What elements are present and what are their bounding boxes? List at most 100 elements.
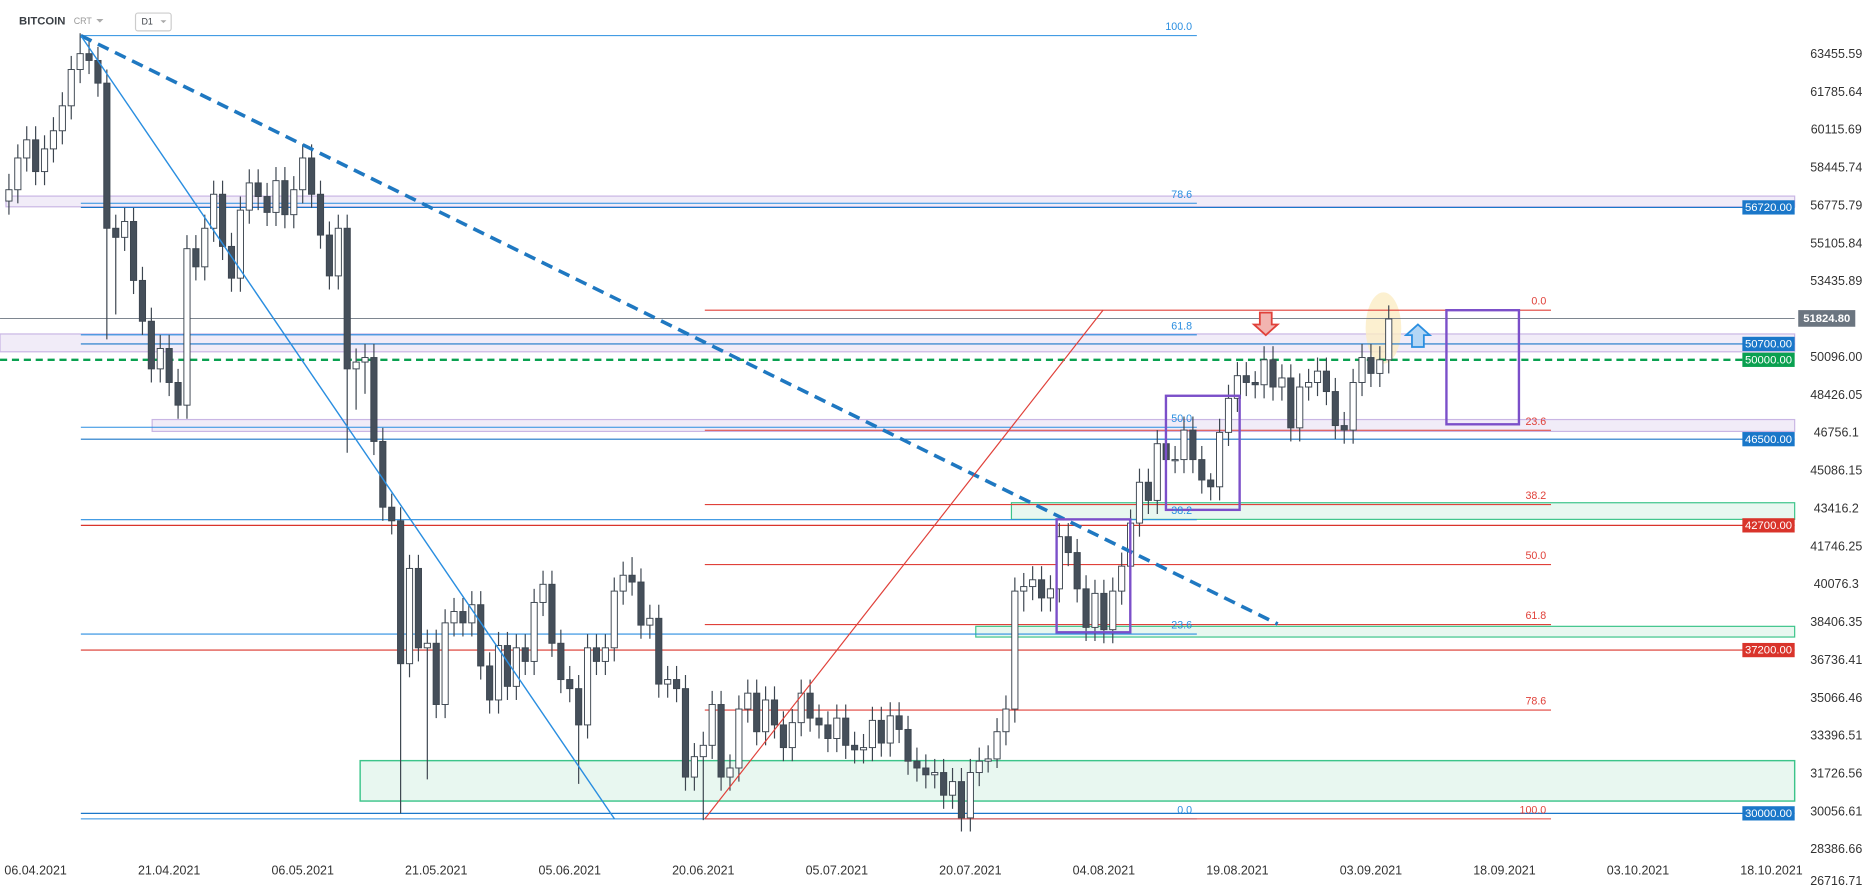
- candle-body: [388, 506, 396, 522]
- candle-body: [859, 747, 868, 751]
- candle-body: [575, 688, 583, 726]
- y-tick-label: 43416.2: [1814, 501, 1859, 515]
- candle-body: [699, 744, 707, 758]
- candle-body: [290, 189, 298, 216]
- candle-body: [1082, 588, 1090, 628]
- candle-body: [557, 642, 565, 681]
- x-tick-label: 06.05.2021: [271, 863, 333, 877]
- candle-body: [948, 781, 957, 796]
- candle-body: [833, 717, 841, 739]
- last-price-tag: [1798, 310, 1856, 327]
- candle-body: [85, 53, 93, 61]
- x-tick-label: 20.07.2021: [939, 863, 1001, 877]
- pattern-box: [1055, 518, 1132, 634]
- candle-body: [1046, 588, 1055, 599]
- candle-body: [922, 767, 930, 776]
- y-tick-label: 45086.15: [1810, 464, 1862, 478]
- y-tick-label: 38406.35: [1810, 615, 1862, 629]
- candle-body: [1296, 386, 1304, 429]
- candle-body: [263, 196, 271, 213]
- candle-body: [655, 617, 663, 685]
- candle-body: [1180, 429, 1188, 461]
- level-tag: [1742, 432, 1795, 447]
- x-tick-label: 05.07.2021: [806, 863, 868, 877]
- candle-body: [1269, 359, 1277, 388]
- candle-body: [1358, 357, 1366, 383]
- fib-label: 23.6: [1171, 620, 1192, 632]
- candle-body: [815, 717, 823, 726]
- candle-body: [1011, 590, 1019, 710]
- candle-body: [975, 760, 983, 774]
- candle-body: [459, 611, 467, 624]
- y-tick-label: 28386.66: [1810, 842, 1862, 856]
- candle-body: [1260, 359, 1268, 386]
- candle-body: [352, 361, 360, 370]
- candle-body: [299, 157, 307, 191]
- fib-label: 100.0: [1165, 21, 1192, 33]
- trendline: [80, 34, 1279, 626]
- candle-body: [14, 157, 22, 191]
- candle-body: [592, 647, 601, 662]
- candle-body: [227, 245, 236, 279]
- candle-body: [512, 647, 520, 687]
- candle-body: [103, 82, 111, 229]
- y-tick-label: 55105.84: [1810, 236, 1862, 250]
- candle-body: [1340, 425, 1348, 431]
- y-tick-label: 31726.56: [1810, 766, 1862, 780]
- candle-body: [957, 781, 966, 819]
- candle-body: [58, 105, 66, 132]
- y-tick-label: 46756.1: [1814, 426, 1859, 440]
- candle-body: [1189, 429, 1197, 461]
- candle-body: [156, 347, 164, 370]
- candle-body: [824, 724, 832, 739]
- candles: [5, 33, 1393, 832]
- candle-body: [1349, 382, 1357, 431]
- candle-body: [726, 767, 734, 778]
- candle-body: [441, 622, 449, 705]
- x-tick-label: 03.10.2021: [1607, 863, 1669, 877]
- candle-body: [174, 382, 182, 406]
- interval-selector[interactable]: [134, 12, 172, 32]
- level-tag: [1742, 518, 1795, 533]
- dropdown-icon[interactable]: [96, 19, 104, 23]
- candle-body: [423, 642, 431, 649]
- candle-body: [788, 722, 796, 749]
- candle-body: [477, 604, 485, 667]
- support-zone: [1010, 502, 1796, 520]
- x-tick-label: 18.09.2021: [1473, 863, 1535, 877]
- target-box: [1445, 309, 1521, 426]
- candle-body: [183, 248, 191, 406]
- candle-body: [1109, 590, 1117, 631]
- x-tick-label: 18.10.2021: [1740, 863, 1802, 877]
- candle-body: [1367, 357, 1375, 374]
- candle-body: [1278, 377, 1286, 388]
- y-tick-label: 41746.25: [1810, 539, 1862, 553]
- candle-body: [210, 193, 218, 229]
- candle-body: [708, 704, 716, 746]
- pattern-box: [1164, 394, 1241, 512]
- candle-body: [192, 248, 200, 268]
- fib-label: 38.2: [1171, 505, 1192, 517]
- candle-body: [1198, 459, 1206, 481]
- candle-body: [1322, 370, 1330, 393]
- candle-body: [637, 581, 645, 626]
- support-zone: [359, 759, 1796, 802]
- fib-label: 78.6: [1171, 189, 1192, 201]
- candle-body: [370, 357, 378, 442]
- dropdown-icon: [160, 20, 167, 24]
- candle-body: [397, 520, 405, 665]
- candle-body: [334, 227, 342, 277]
- level-label: 37200.00: [1745, 645, 1792, 657]
- level-tag: [1742, 806, 1795, 821]
- support-band: [151, 418, 1796, 433]
- candle-body: [1331, 391, 1339, 427]
- candle-body: [165, 347, 173, 383]
- candle-body: [1020, 586, 1028, 592]
- fib-label: 23.6: [1525, 416, 1546, 428]
- x-tick-label: 06.04.2021: [4, 863, 66, 877]
- candle-body: [219, 193, 227, 247]
- y-tick-label: 26716.71: [1810, 874, 1862, 888]
- candle-body: [379, 440, 387, 508]
- candle-body: [690, 756, 698, 778]
- x-tick-label: 21.05.2021: [405, 863, 467, 877]
